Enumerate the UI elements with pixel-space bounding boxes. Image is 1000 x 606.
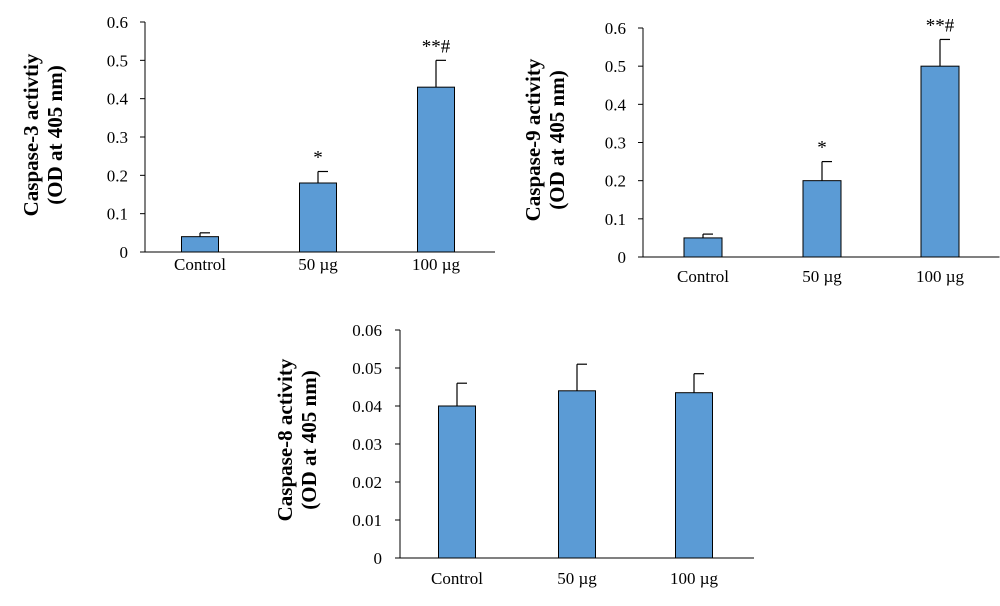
y-axis-label: Caspase-9 activity(OD at 405 nm) [521, 58, 569, 221]
y-tick-label: 0.04 [352, 397, 382, 416]
x-tick-label: 50 µg [557, 569, 597, 588]
y-axis-label-line: Caspase-9 activity [521, 58, 545, 221]
y-tick-label: 0.05 [352, 359, 382, 378]
bar [417, 86, 455, 253]
y-tick-label: 0.03 [352, 435, 382, 454]
bar [438, 405, 476, 559]
x-tick-label: Control [431, 569, 483, 588]
y-tick-label: 0.06 [352, 321, 382, 340]
y-axis-label-line: (OD at 405 nm) [43, 65, 67, 204]
x-tick-label: 100 µg [670, 569, 719, 588]
bar [675, 392, 713, 559]
x-tick-label: 50 µg [802, 267, 842, 286]
y-tick-label: 0 [618, 248, 627, 267]
bar [181, 236, 219, 253]
y-axis-label-line: (OD at 405 nm) [297, 370, 321, 509]
caspase-9-panel: 0 0.1 0.2 0.3 0.4 0.5 0.6 Caspase-9 activity(OD… [521, 15, 1000, 286]
y-tick-label: 0.5 [605, 57, 626, 76]
x-tick-label: 100 µg [916, 267, 965, 286]
bar [802, 180, 842, 258]
y-tick-label: 0.6 [605, 19, 626, 38]
y-tick-label: 0.1 [605, 210, 626, 229]
y-tick-label: 0.1 [107, 205, 128, 224]
y-tick-label: 0.4 [107, 90, 129, 109]
bar [299, 182, 337, 253]
y-tick-label: 0.01 [352, 511, 382, 530]
x-tick-label: Control [174, 255, 226, 274]
bar [683, 237, 723, 258]
y-tick-label: 0.2 [107, 166, 128, 185]
y-axis-label-line: (OD at 405 nm) [545, 70, 569, 209]
y-tick-label: 0.6 [107, 13, 128, 32]
y-tick-label: 0.02 [352, 473, 382, 492]
y-tick-label: 0.5 [107, 51, 128, 70]
y-tick-label: 0.3 [605, 134, 626, 153]
caspase-3-panel: 0 0.1 0.2 0.3 0.4 0.5 0.6 Caspase-3 activtiy(OD… [19, 13, 495, 274]
significance-label: * [817, 138, 827, 159]
bar [920, 65, 960, 258]
y-tick-label: 0.4 [605, 95, 627, 114]
y-tick-label: 0 [374, 549, 383, 568]
y-axis-label: Caspase-8 activity(OD at 405 nm) [273, 358, 321, 521]
y-axis-label-line: Caspase-8 activity [273, 358, 297, 521]
caspase-8-panel: 0 0.01 0.02 0.03 0.04 0.05 0.06 Caspase-8 activ… [273, 321, 754, 588]
x-tick-label: 100 µg [412, 255, 461, 274]
significance-label: * [313, 148, 323, 169]
y-tick-label: 0.3 [107, 128, 128, 147]
y-tick-label: 0 [120, 243, 129, 262]
x-tick-label: 50 µg [298, 255, 338, 274]
bar [558, 390, 596, 559]
y-axis-label: Caspase-3 activtiy(OD at 405 nm) [19, 53, 67, 216]
x-tick-label: Control [677, 267, 729, 286]
significance-label: **# [422, 36, 451, 57]
y-tick-label: 0.2 [605, 172, 626, 191]
significance-label: **# [926, 15, 955, 36]
y-axis-label-line: Caspase-3 activtiy [19, 53, 43, 216]
